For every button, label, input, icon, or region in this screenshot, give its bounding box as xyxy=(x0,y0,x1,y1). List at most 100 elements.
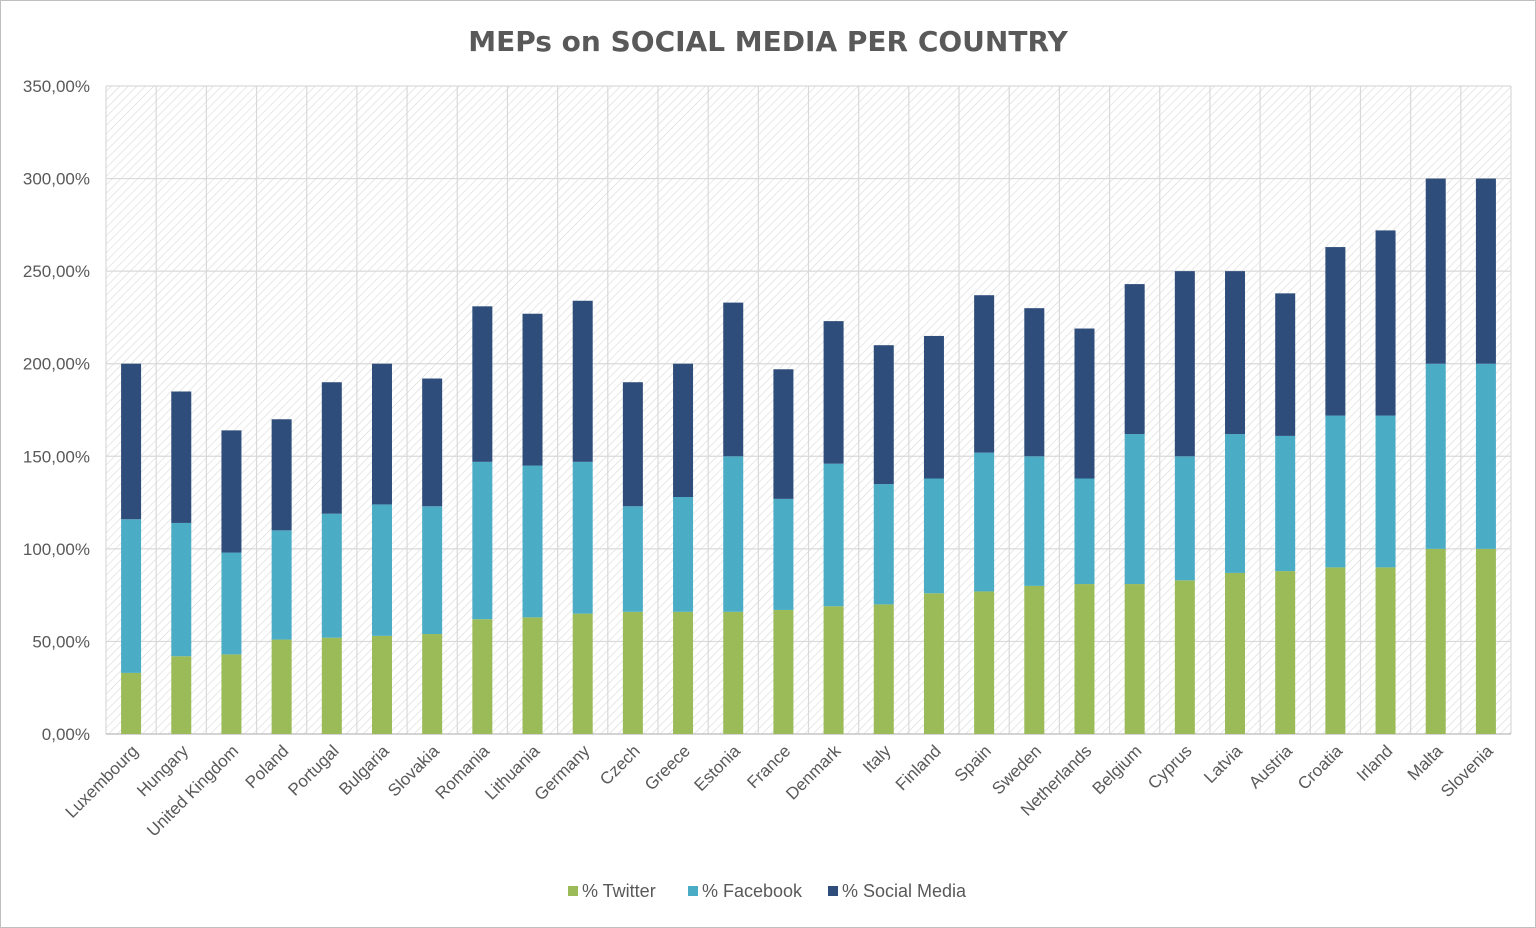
bar-social-media-germany xyxy=(572,300,593,462)
bar-social-media-cyprus xyxy=(1174,271,1195,457)
bar-facebook-greece xyxy=(673,497,694,612)
bar-facebook-estonia xyxy=(723,456,744,612)
x-category-label: Portugal xyxy=(284,741,342,799)
bar-twitter-germany xyxy=(572,613,593,734)
bar-facebook-slovakia xyxy=(422,506,443,635)
bar-twitter-poland xyxy=(271,639,292,734)
x-category-label: Malta xyxy=(1404,741,1447,784)
bar-twitter-hungary xyxy=(171,656,192,734)
bar-facebook-denmark xyxy=(823,463,844,607)
y-tick-label: 0,00% xyxy=(42,725,90,744)
bar-social-media-luxembourg xyxy=(121,363,142,520)
bar-social-media-malta xyxy=(1425,178,1446,364)
x-category-label: Belgium xyxy=(1089,741,1146,798)
legend-label: % Social Media xyxy=(842,881,967,901)
bar-twitter-irland xyxy=(1375,567,1396,734)
bar-twitter-greece xyxy=(673,611,694,734)
bar-twitter-croatia xyxy=(1325,567,1346,734)
bar-facebook-united-kingdom xyxy=(221,552,242,655)
bar-social-media-hungary xyxy=(171,391,192,523)
bar-twitter-latvia xyxy=(1225,572,1246,734)
y-tick-label: 200,00% xyxy=(23,355,90,374)
y-axis-ticks: 0,00% 50,00% 100,00% 150,00% 200,00% 250,00% 3… xyxy=(23,77,90,744)
y-tick-label: 350,00% xyxy=(23,77,90,96)
bar-facebook-irland xyxy=(1375,415,1396,568)
bar-twitter-estonia xyxy=(723,611,744,734)
x-category-label: Estonia xyxy=(691,741,745,795)
bar-facebook-austria xyxy=(1275,435,1296,572)
bar-facebook-hungary xyxy=(171,522,192,657)
bars xyxy=(121,178,1496,734)
bar-facebook-netherlands xyxy=(1074,478,1095,585)
bar-twitter-netherlands xyxy=(1074,584,1095,734)
bar-social-media-spain xyxy=(974,295,995,453)
bar-social-media-portugal xyxy=(321,382,342,514)
bar-facebook-sweden xyxy=(1024,456,1045,586)
bar-social-media-bulgaria xyxy=(371,363,392,505)
bar-twitter-spain xyxy=(974,591,995,734)
chart-title: MEPs on SOCIAL MEDIA PER COUNTRY xyxy=(468,25,1068,58)
bar-social-media-croatia xyxy=(1325,247,1346,416)
bar-facebook-belgium xyxy=(1124,434,1145,585)
x-category-label: Greece xyxy=(641,741,694,794)
y-tick-label: 50,00% xyxy=(32,632,90,651)
bar-twitter-sweden xyxy=(1024,585,1045,734)
bar-social-media-denmark xyxy=(823,321,844,464)
bar-facebook-luxembourg xyxy=(121,519,142,673)
legend-label: % Facebook xyxy=(702,881,803,901)
bar-twitter-bulgaria xyxy=(371,635,392,734)
x-category-label: Latvia xyxy=(1200,741,1246,787)
bar-twitter-romania xyxy=(472,619,493,734)
bar-twitter-malta xyxy=(1425,548,1446,734)
bar-twitter-united-kingdom xyxy=(221,654,242,734)
bar-facebook-bulgaria xyxy=(371,504,392,636)
bar-social-media-greece xyxy=(673,363,694,498)
bar-facebook-italy xyxy=(873,484,894,605)
bar-twitter-italy xyxy=(873,604,894,734)
bar-twitter-czech xyxy=(622,611,643,734)
x-category-label: Czech xyxy=(596,741,644,789)
x-category-label: Finland xyxy=(892,741,945,794)
bar-facebook-malta xyxy=(1425,363,1446,549)
bar-social-media-italy xyxy=(873,345,894,485)
x-category-label: Spain xyxy=(951,741,995,785)
bar-facebook-france xyxy=(773,498,794,610)
bar-facebook-slovenia xyxy=(1475,363,1496,549)
bar-twitter-cyprus xyxy=(1174,580,1195,734)
bar-twitter-denmark xyxy=(823,606,844,734)
bar-twitter-finland xyxy=(923,593,944,734)
bar-twitter-france xyxy=(773,609,794,734)
bar-social-media-slovakia xyxy=(422,378,443,507)
x-category-label: Bulgaria xyxy=(335,741,393,799)
bar-social-media-romania xyxy=(472,306,493,462)
x-category-label: Luxembourg xyxy=(62,741,142,821)
bar-facebook-cyprus xyxy=(1174,456,1195,581)
y-tick-label: 100,00% xyxy=(23,540,90,559)
bar-social-media-poland xyxy=(271,419,292,531)
x-category-label: Denmark xyxy=(782,741,845,804)
bar-social-media-austria xyxy=(1275,293,1296,436)
bar-social-media-lithuania xyxy=(522,313,543,466)
bar-social-media-france xyxy=(773,369,794,499)
bar-facebook-poland xyxy=(271,530,292,640)
legend-swatch xyxy=(688,886,698,896)
bar-twitter-slovenia xyxy=(1475,548,1496,734)
x-category-label: Austria xyxy=(1245,741,1296,792)
bar-facebook-germany xyxy=(572,461,593,614)
bar-social-media-czech xyxy=(622,382,643,507)
legend-swatch xyxy=(828,886,838,896)
bar-social-media-netherlands xyxy=(1074,328,1095,479)
bar-social-media-latvia xyxy=(1225,271,1246,435)
x-category-label: Germany xyxy=(531,741,594,804)
bar-social-media-slovenia xyxy=(1475,178,1496,364)
bar-twitter-luxembourg xyxy=(121,672,142,734)
bar-social-media-belgium xyxy=(1124,284,1145,435)
bar-facebook-finland xyxy=(923,478,944,594)
x-category-label: Slovenia xyxy=(1437,741,1497,801)
bar-social-media-finland xyxy=(923,335,944,479)
bar-facebook-lithuania xyxy=(522,465,543,618)
x-category-label: Irland xyxy=(1353,741,1397,785)
x-category-label: Cyprus xyxy=(1144,741,1196,793)
bar-twitter-austria xyxy=(1275,571,1296,734)
